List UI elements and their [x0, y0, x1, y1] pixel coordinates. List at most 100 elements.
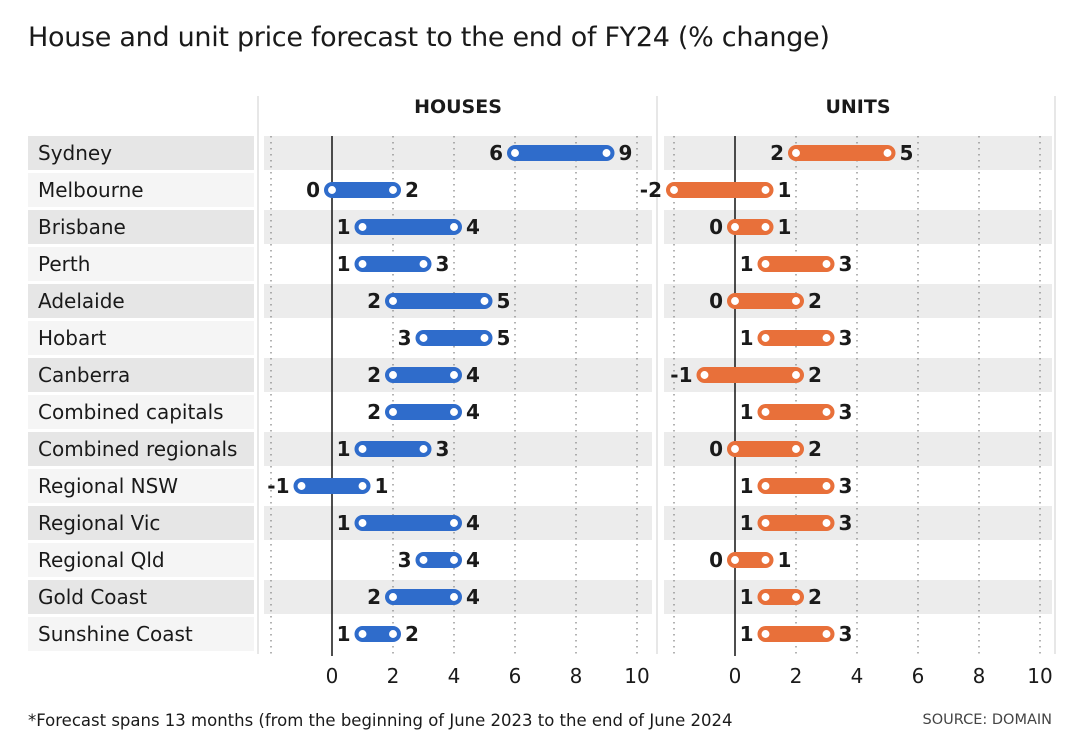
range-end-marker-units-combined-regionals	[789, 442, 803, 456]
range-end-marker-units-regional-vic	[820, 516, 833, 530]
range-end-label-units-regional-vic: 3	[839, 511, 853, 535]
range-start-marker-units-hobart	[759, 331, 772, 345]
range-end-marker-houses-hobart	[478, 331, 491, 345]
range-end-label-units-sydney: 5	[900, 141, 914, 165]
x-tick-label-units: 4	[851, 664, 864, 688]
category-label-adelaide: Adelaide	[38, 289, 125, 313]
category-label-regional-qld: Regional Qld	[38, 548, 165, 572]
range-start-marker-units-perth	[759, 257, 772, 271]
row-label-background	[28, 358, 254, 392]
row-label-background	[28, 173, 254, 207]
range-end-marker-houses-combined-regionals	[417, 442, 430, 456]
range-start-label-units-sunshine-coast: 1	[740, 622, 754, 646]
row-label-background	[28, 580, 254, 614]
range-end-marker-units-brisbane	[759, 220, 772, 234]
range-start-marker-units-sydney	[789, 146, 803, 160]
range-start-label-units-canberra: -1	[670, 363, 692, 387]
range-end-marker-units-gold-coast	[789, 590, 803, 604]
row-label-background	[28, 136, 254, 170]
range-end-marker-houses-regional-nsw	[356, 479, 369, 493]
source-credit: SOURCE: DOMAIN	[922, 712, 1053, 728]
range-end-marker-houses-combined-capitals	[447, 405, 461, 419]
range-start-marker-houses-sunshine-coast	[356, 627, 369, 641]
x-tick-label-houses: 4	[448, 664, 461, 688]
category-label-regional-nsw: Regional NSW	[38, 474, 178, 498]
range-start-marker-units-sunshine-coast	[759, 627, 772, 641]
range-start-marker-houses-canberra	[386, 368, 400, 382]
range-start-marker-units-gold-coast	[759, 590, 772, 604]
range-start-marker-units-regional-qld	[728, 553, 742, 567]
range-start-marker-houses-hobart	[417, 331, 430, 345]
range-start-label-units-adelaide: 0	[709, 289, 723, 313]
range-end-label-units-brisbane: 1	[778, 215, 792, 239]
range-start-label-units-regional-vic: 1	[740, 511, 754, 535]
range-start-label-houses-adelaide: 2	[367, 289, 381, 313]
row-label-background	[28, 543, 254, 577]
row-label-background	[28, 395, 254, 429]
range-start-label-houses-sydney: 6	[489, 141, 503, 165]
category-label-brisbane: Brisbane	[38, 215, 126, 239]
range-end-label-houses-brisbane: 4	[466, 215, 480, 239]
range-end-marker-houses-adelaide	[478, 294, 491, 308]
range-start-label-units-hobart: 1	[740, 326, 754, 350]
category-label-combined-capitals: Combined capitals	[38, 400, 224, 424]
row-panel-background	[664, 580, 1052, 614]
range-end-label-units-sunshine-coast: 3	[839, 622, 853, 646]
range-start-label-houses-combined-regionals: 1	[337, 437, 351, 461]
range-end-label-units-melbourne: 1	[778, 178, 792, 202]
range-start-marker-units-canberra	[698, 368, 711, 382]
range-start-label-units-sydney: 2	[770, 141, 784, 165]
row-panel-background	[264, 617, 652, 651]
x-tick-label-houses: 10	[624, 664, 649, 688]
range-end-label-units-gold-coast: 2	[808, 585, 822, 609]
range-start-marker-houses-adelaide	[386, 294, 400, 308]
range-start-marker-houses-regional-qld	[417, 553, 430, 567]
category-label-gold-coast: Gold Coast	[38, 585, 147, 609]
range-end-label-units-regional-nsw: 3	[839, 474, 853, 498]
range-start-marker-units-regional-vic	[759, 516, 772, 530]
range-start-marker-units-adelaide	[728, 294, 742, 308]
range-end-marker-houses-regional-qld	[447, 553, 461, 567]
range-end-label-houses-regional-nsw: 1	[375, 474, 389, 498]
range-end-marker-units-hobart	[820, 331, 833, 345]
range-start-label-units-gold-coast: 1	[740, 585, 754, 609]
range-start-marker-units-combined-capitals	[759, 405, 772, 419]
range-start-label-units-brisbane: 0	[709, 215, 723, 239]
range-start-label-units-combined-capitals: 1	[740, 400, 754, 424]
range-start-marker-units-brisbane	[728, 220, 742, 234]
category-label-sunshine-coast: Sunshine Coast	[38, 622, 193, 646]
range-end-label-houses-gold-coast: 4	[466, 585, 480, 609]
x-tick-label-units: 10	[1027, 664, 1052, 688]
x-tick-label-houses: 0	[326, 664, 339, 688]
range-start-label-houses-canberra: 2	[367, 363, 381, 387]
range-end-marker-houses-sunshine-coast	[386, 627, 400, 641]
x-tick-label-houses: 6	[509, 664, 522, 688]
range-start-label-houses-sunshine-coast: 1	[337, 622, 351, 646]
range-end-marker-units-sydney	[881, 146, 894, 160]
range-start-marker-houses-perth	[356, 257, 369, 271]
range-end-marker-houses-gold-coast	[447, 590, 461, 604]
range-end-marker-units-perth	[820, 257, 833, 271]
range-start-marker-units-regional-nsw	[759, 479, 772, 493]
range-start-marker-houses-gold-coast	[386, 590, 400, 604]
range-end-label-units-perth: 3	[839, 252, 853, 276]
range-end-label-units-canberra: 2	[808, 363, 822, 387]
row-label-background	[28, 506, 254, 540]
range-end-marker-units-combined-capitals	[820, 405, 833, 419]
range-end-marker-units-adelaide	[789, 294, 803, 308]
category-label-melbourne: Melbourne	[38, 178, 144, 202]
row-panel-background	[664, 247, 1052, 281]
range-end-marker-houses-regional-vic	[447, 516, 461, 530]
range-end-label-houses-sydney: 9	[619, 141, 633, 165]
range-start-label-units-regional-nsw: 1	[740, 474, 754, 498]
range-start-marker-houses-sydney	[508, 146, 522, 160]
x-tick-label-units: 0	[729, 664, 742, 688]
range-start-label-houses-combined-capitals: 2	[367, 400, 381, 424]
range-end-label-houses-melbourne: 2	[405, 178, 419, 202]
range-end-label-houses-adelaide: 5	[497, 289, 511, 313]
row-panel-background	[664, 506, 1052, 540]
row-label-background	[28, 284, 254, 318]
row-label-background	[28, 247, 254, 281]
row-panel-background	[264, 247, 652, 281]
range-start-label-units-combined-regionals: 0	[709, 437, 723, 461]
